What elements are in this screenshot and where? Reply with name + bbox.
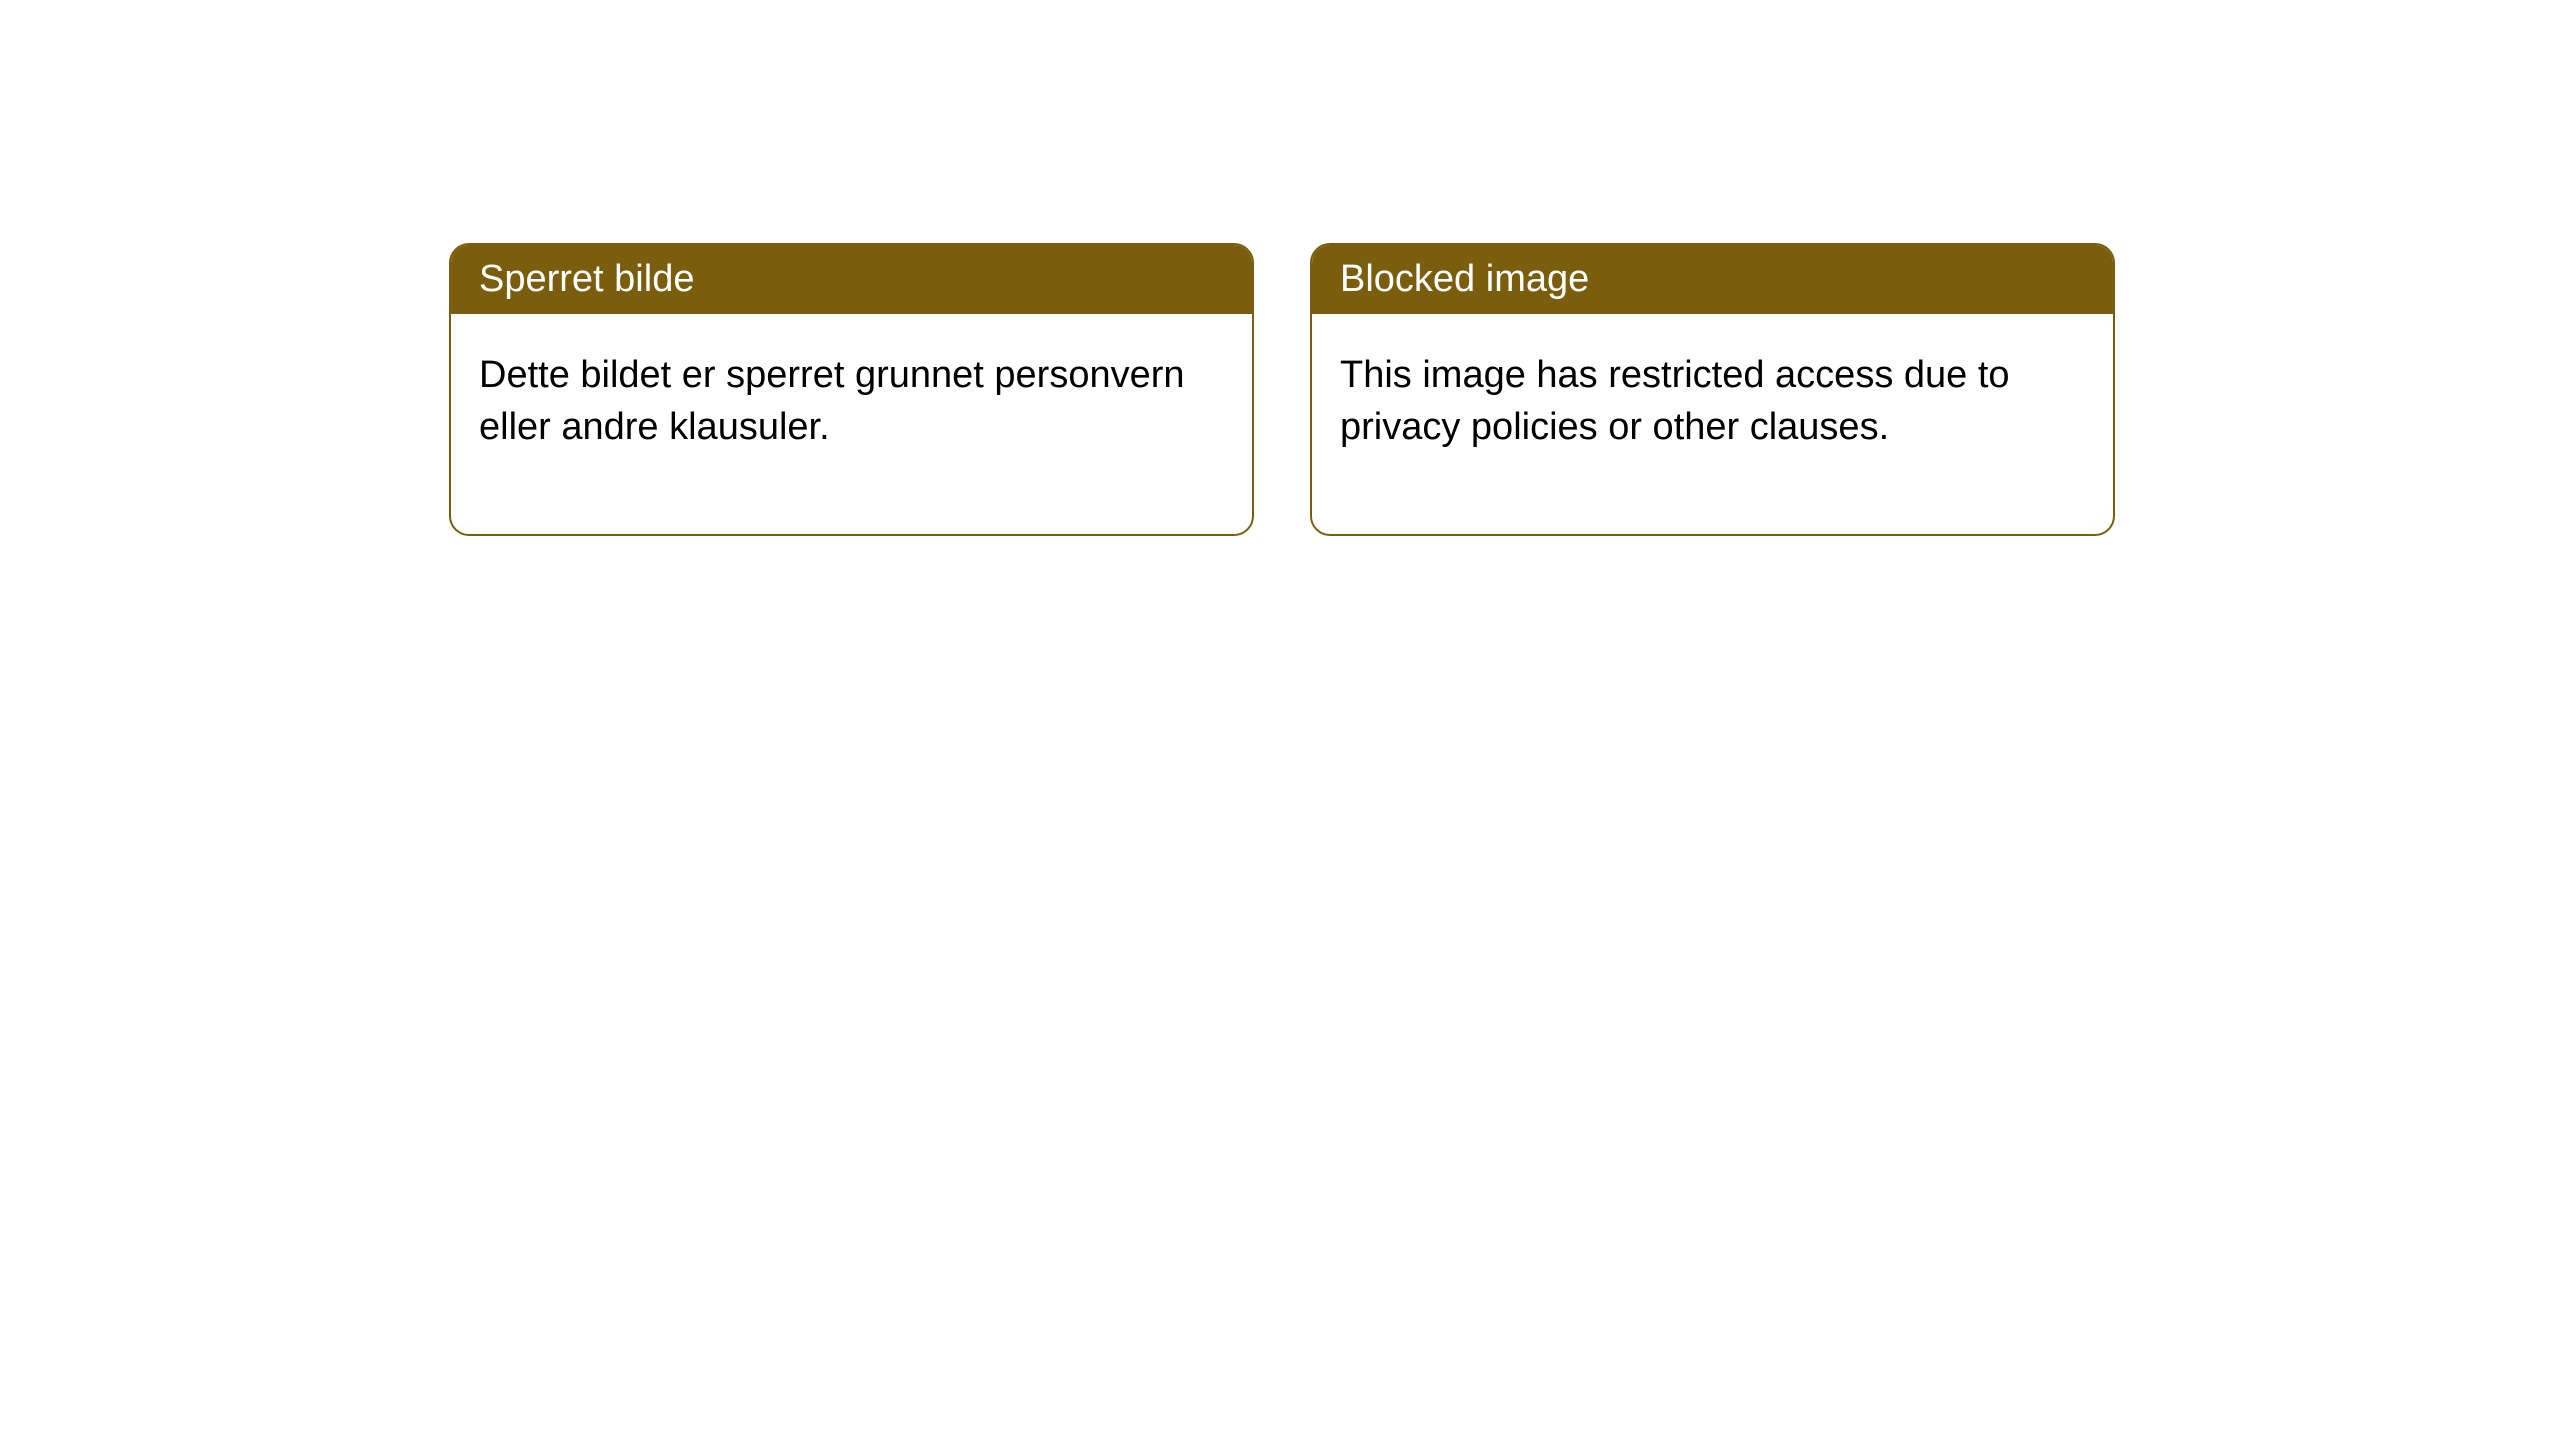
notice-cards-container: Sperret bilde Dette bildet er sperret gr…	[0, 0, 2560, 536]
notice-card-body: Dette bildet er sperret grunnet personve…	[451, 314, 1252, 534]
notice-card-norwegian: Sperret bilde Dette bildet er sperret gr…	[449, 243, 1254, 536]
notice-card-title: Sperret bilde	[451, 245, 1252, 314]
notice-card-title: Blocked image	[1312, 245, 2113, 314]
notice-card-english: Blocked image This image has restricted …	[1310, 243, 2115, 536]
notice-card-body: This image has restricted access due to …	[1312, 314, 2113, 534]
